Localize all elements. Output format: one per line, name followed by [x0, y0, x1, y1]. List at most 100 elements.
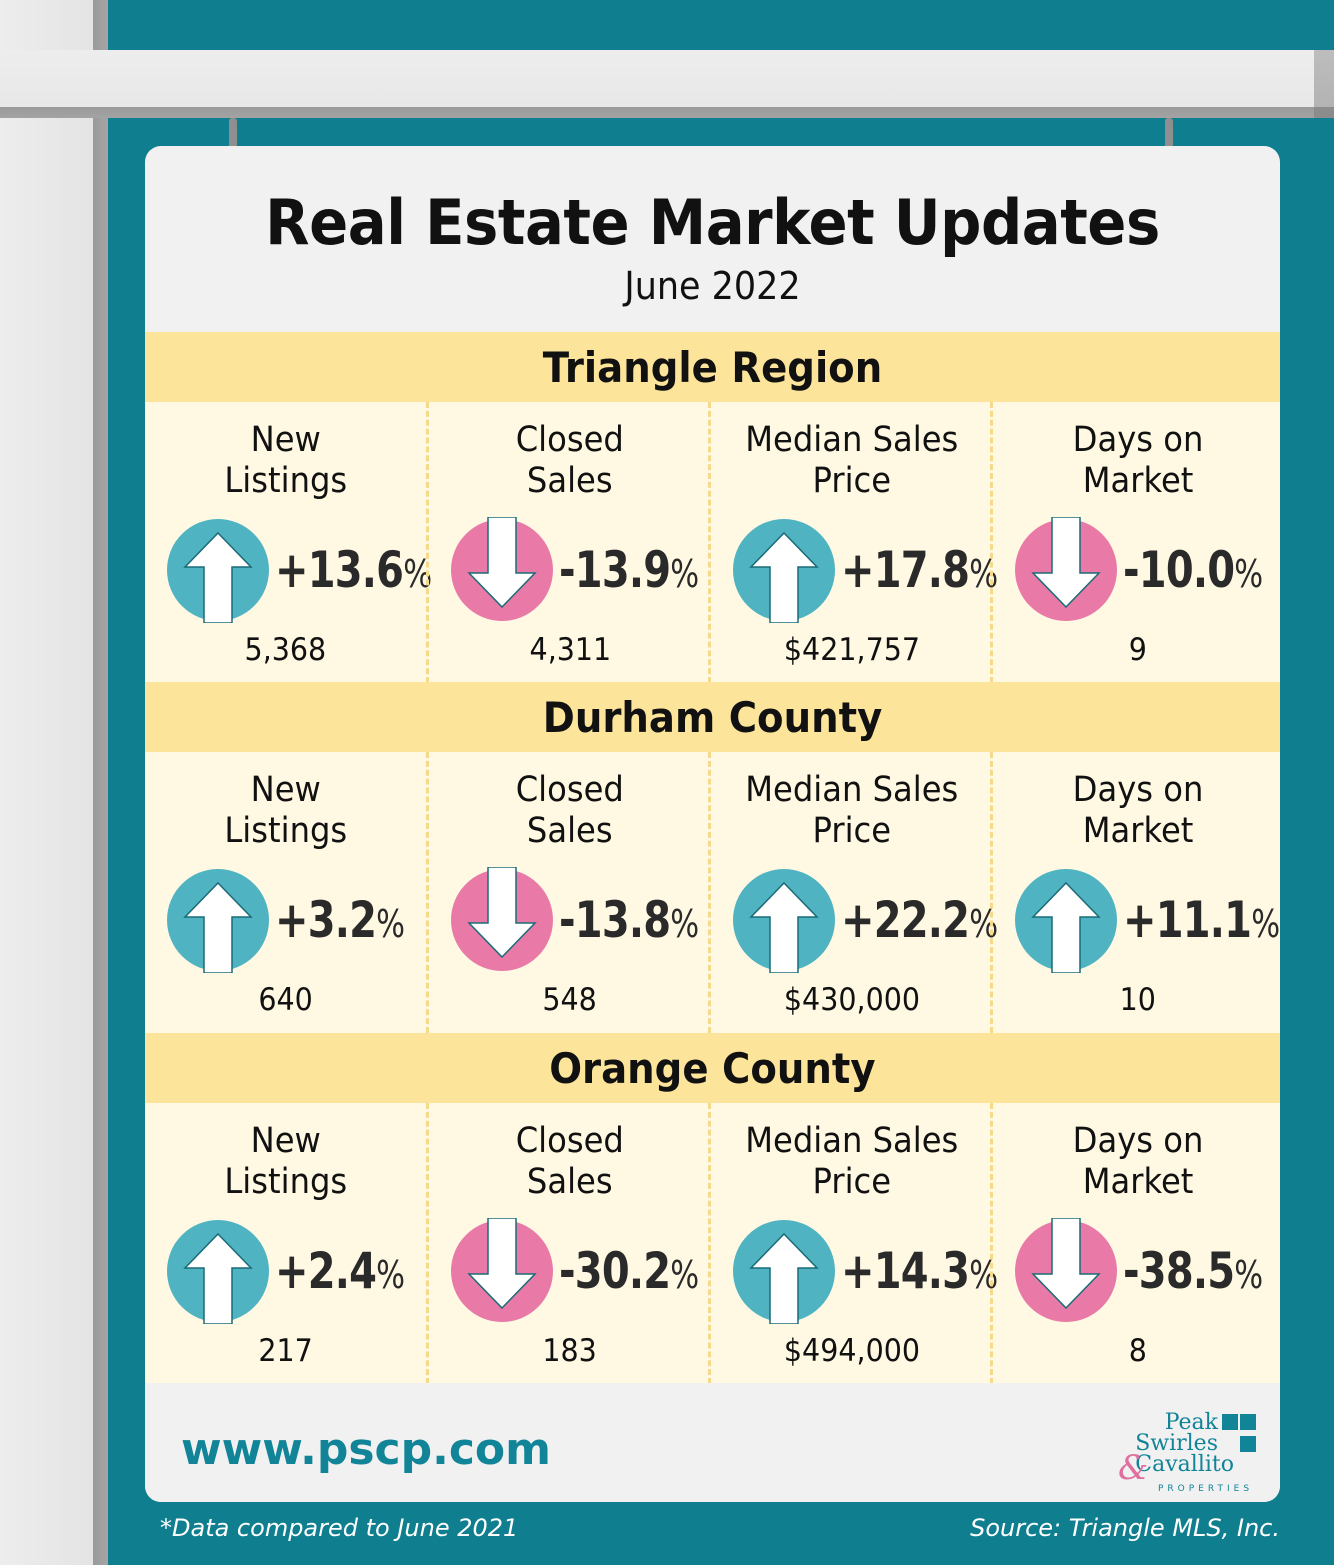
metric-value-text: 8 — [1128, 1333, 1148, 1369]
website-link[interactable]: www.pscp.com — [181, 1424, 551, 1475]
metric-label-text: Median Sales Price — [745, 420, 959, 501]
percent-change-value: -38.5 — [1123, 1242, 1235, 1300]
metric-label-text: Closed Sales — [515, 1121, 625, 1202]
logo-ampersand: & — [1118, 1448, 1149, 1488]
percent-sign: % — [376, 1253, 406, 1297]
percent-sign: % — [670, 552, 700, 596]
percent-change: -13.8% — [559, 892, 699, 952]
sign-post-arm-end — [1314, 50, 1334, 118]
metric-label: Days on Market — [993, 1121, 1280, 1203]
metric-label-text: New Listings — [224, 1121, 347, 1202]
metric-cell: Closed Sales -30.2% 183 — [426, 1103, 711, 1384]
logo-subtitle: PROPERTIES — [1158, 1484, 1254, 1494]
percent-sign: % — [1234, 1253, 1264, 1297]
metric-value-text: 4,311 — [529, 632, 611, 668]
metric-cell: New Listings +13.6% 5,368 — [145, 402, 432, 683]
arrow-down-icon — [451, 517, 553, 621]
percent-change-value: +13.6 — [275, 541, 404, 599]
percent-change: +17.8% — [841, 542, 998, 602]
percent-change: +13.6% — [275, 542, 432, 602]
logo-square-icon — [1240, 1414, 1256, 1430]
percent-sign: % — [1251, 902, 1280, 946]
percent-change-value: +14.3 — [841, 1242, 970, 1300]
logo-square-icon — [1222, 1414, 1238, 1430]
source-note: Source: Triangle MLS, Inc. — [970, 1514, 1280, 1542]
metric-value-text: $421,757 — [783, 632, 921, 668]
metric-value: 4,311 — [429, 632, 711, 668]
metric-value-text: 217 — [258, 1333, 313, 1369]
metric-cell: Median Sales Price +17.8% $421,757 — [708, 402, 998, 683]
sign-board: Real Estate Market Updates June 2022 Tri… — [145, 146, 1280, 1502]
metric-label: New Listings — [145, 770, 426, 852]
metric-label-text: Days on Market — [1072, 420, 1204, 501]
region-name: Triangle Region — [542, 342, 883, 392]
percent-change: +3.2% — [275, 892, 405, 952]
percent-sign: % — [969, 1253, 999, 1297]
percent-sign: % — [670, 1253, 700, 1297]
percent-change-value: -10.0 — [1123, 541, 1235, 599]
arrow-down-icon — [451, 1218, 553, 1322]
metric-label: Closed Sales — [429, 1121, 711, 1203]
percent-change: +22.2% — [841, 892, 998, 952]
region-name: Durham County — [542, 692, 883, 742]
metric-cell: Days on Market +11.1% 10 — [990, 752, 1280, 1033]
percent-sign: % — [969, 902, 999, 946]
metric-value-text: 183 — [542, 1333, 598, 1369]
metric-label-text: Median Sales Price — [745, 1121, 959, 1202]
metric-label-text: Days on Market — [1072, 770, 1204, 851]
metric-value-text: 9 — [1128, 632, 1148, 668]
region-header: Triangle Region — [145, 332, 1280, 402]
metric-cell: Median Sales Price +22.2% $430,000 — [708, 752, 998, 1033]
percent-change: -30.2% — [559, 1243, 699, 1303]
logo-line-1: Peak — [1164, 1410, 1218, 1435]
arrow-up-icon — [167, 519, 269, 623]
metric-value-text: 10 — [1119, 982, 1157, 1018]
metric-value: $494,000 — [711, 1333, 993, 1369]
arrow-down-icon — [451, 867, 553, 971]
footnote: *Data compared to June 2021 — [160, 1514, 519, 1542]
percent-change-value: +11.1 — [1123, 891, 1252, 949]
metric-label-text: Closed Sales — [515, 420, 625, 501]
page-title: Real Estate Market Updates — [265, 186, 1160, 259]
metrics-row: New Listings +13.6% 5,368 Closed Sales -13.9… — [145, 402, 1280, 683]
metric-value: $421,757 — [711, 632, 993, 668]
region-name: Orange County — [549, 1043, 876, 1093]
metric-cell: Median Sales Price +14.3% $494,000 — [708, 1103, 998, 1384]
arrow-down-icon — [1015, 517, 1117, 621]
metric-label-text: Days on Market — [1072, 1121, 1204, 1202]
metric-value: 5,368 — [145, 632, 426, 668]
arrow-up-icon — [1015, 869, 1117, 973]
metric-value: 8 — [993, 1333, 1280, 1369]
metric-value: 217 — [145, 1333, 426, 1369]
sign-post-vertical — [0, 0, 108, 1565]
metric-label-text: New Listings — [224, 420, 347, 501]
percent-sign: % — [376, 902, 406, 946]
metric-label-text: Closed Sales — [515, 770, 625, 851]
percent-change: +2.4% — [275, 1243, 405, 1303]
metric-label: Closed Sales — [429, 420, 711, 502]
sign-footer — [145, 1383, 1280, 1502]
metric-value: 9 — [993, 632, 1280, 668]
metric-value-text: $430,000 — [783, 982, 921, 1018]
metric-cell: New Listings +3.2% 640 — [145, 752, 426, 1033]
metric-label-text: New Listings — [224, 770, 347, 851]
arrow-up-icon — [733, 1220, 835, 1324]
metric-value: 640 — [145, 982, 426, 1018]
metric-value: $430,000 — [711, 982, 993, 1018]
logo-square-icon — [1240, 1436, 1256, 1452]
percent-change-value: +17.8 — [841, 541, 970, 599]
metric-value: 10 — [993, 982, 1280, 1018]
region-block: Durham County New Listings +3.2% 640 Closed … — [145, 682, 1280, 1033]
metric-label: Median Sales Price — [711, 420, 993, 502]
metric-value-text: 640 — [258, 982, 313, 1018]
metric-label: New Listings — [145, 1121, 426, 1203]
region-block: Triangle Region New Listings +13.6% 5,368 Cl… — [145, 332, 1280, 683]
arrow-up-icon — [733, 869, 835, 973]
percent-sign: % — [670, 902, 700, 946]
metric-value: 548 — [429, 982, 711, 1018]
arrow-up-icon — [167, 869, 269, 973]
metric-label: Days on Market — [993, 420, 1280, 502]
percent-change: +14.3% — [841, 1243, 998, 1303]
percent-change-value: -30.2 — [559, 1242, 671, 1300]
metrics-row: New Listings +3.2% 640 Closed Sales -13.8% 54… — [145, 752, 1280, 1033]
